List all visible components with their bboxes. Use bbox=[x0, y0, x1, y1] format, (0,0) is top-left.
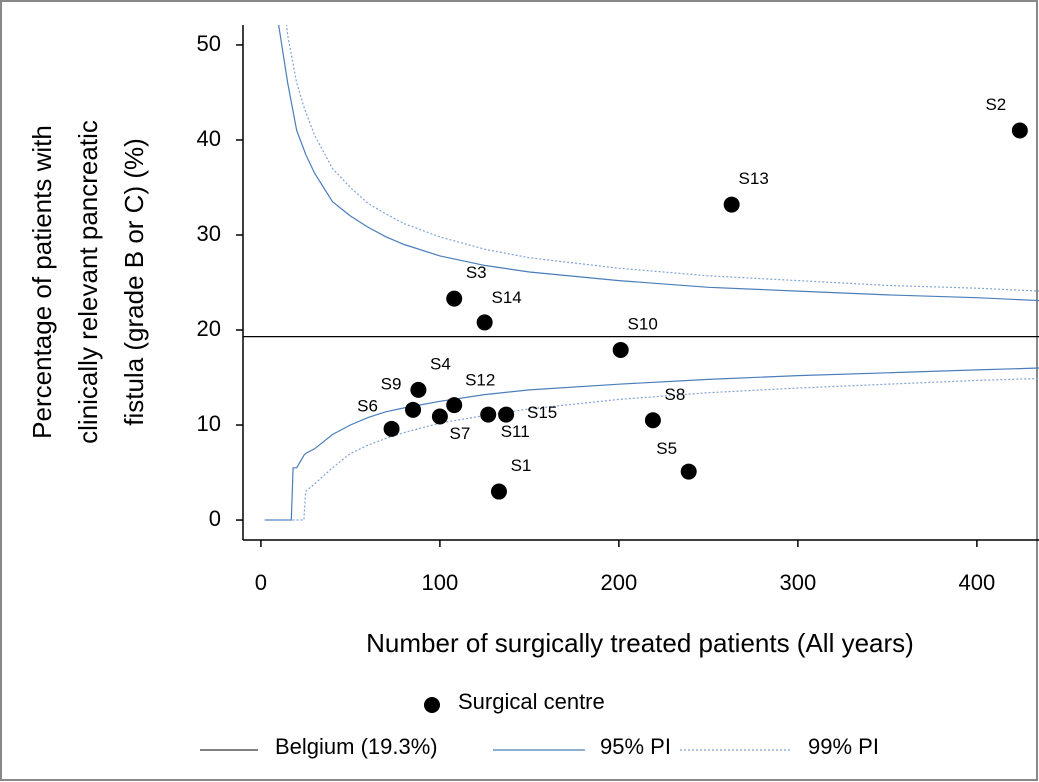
point-label: S13 bbox=[739, 169, 769, 188]
point-label: S9 bbox=[381, 374, 402, 393]
point-label: S7 bbox=[449, 424, 470, 443]
y-axis-title: Percentage of patients with clinically r… bbox=[27, 120, 149, 444]
data-point bbox=[498, 406, 515, 423]
point-label: S11 bbox=[501, 422, 530, 441]
y-tick-label: 50 bbox=[197, 31, 221, 56]
data-point bbox=[644, 412, 661, 429]
y-tick-label: 40 bbox=[197, 126, 221, 151]
data-point bbox=[612, 341, 629, 358]
limit-line bbox=[286, 25, 1039, 292]
data-point bbox=[383, 420, 400, 437]
y-axis-title-line: Percentage of patients with bbox=[27, 125, 57, 439]
point-label: S2 bbox=[985, 95, 1006, 114]
data-point bbox=[446, 290, 463, 307]
legend-label: 99% PI bbox=[808, 734, 879, 759]
point-label: S5 bbox=[656, 439, 677, 458]
legend-label: Surgical centre bbox=[458, 689, 605, 714]
y-tick-label: 30 bbox=[197, 221, 221, 246]
limit-line bbox=[264, 377, 1039, 521]
data-point bbox=[723, 196, 740, 213]
x-tick-label: 0 bbox=[255, 570, 267, 595]
y-tick-label: 20 bbox=[197, 316, 221, 341]
data-point bbox=[405, 401, 422, 418]
point-label: S4 bbox=[430, 354, 451, 373]
data-point bbox=[476, 314, 493, 331]
plot-area bbox=[243, 25, 1039, 521]
point-label: S3 bbox=[466, 263, 487, 282]
point-label: S14 bbox=[492, 288, 522, 307]
y-tick-label: 10 bbox=[197, 411, 221, 436]
point-label: S1 bbox=[511, 456, 532, 475]
limit-line bbox=[278, 25, 1039, 302]
data-point bbox=[680, 463, 697, 480]
point-label: S10 bbox=[628, 314, 658, 333]
legend-label: 95% PI bbox=[600, 734, 671, 759]
data-point bbox=[446, 397, 463, 414]
data-point bbox=[480, 406, 497, 423]
x-axis-title: Number of surgically treated patients (A… bbox=[366, 628, 914, 658]
y-axis-title-line: fistula (grade B or C) (%) bbox=[119, 138, 149, 426]
y-axis-title-line: clinically relevant pancreatic bbox=[73, 120, 103, 444]
x-tick-label: 300 bbox=[780, 570, 817, 595]
x-tick-label: 100 bbox=[422, 570, 459, 595]
limit-line bbox=[264, 367, 1039, 521]
point-label: S15 bbox=[527, 403, 557, 422]
legend-marker bbox=[424, 697, 440, 713]
x-tick-label: 400 bbox=[959, 570, 996, 595]
legend-label: Belgium (19.3%) bbox=[275, 734, 438, 759]
point-label: S12 bbox=[465, 371, 495, 390]
y-tick-label: 0 bbox=[209, 506, 221, 531]
data-point bbox=[1011, 122, 1028, 139]
point-label: S8 bbox=[665, 385, 686, 404]
data-point bbox=[410, 381, 427, 398]
data-point bbox=[431, 408, 448, 425]
x-tick-label: 200 bbox=[601, 570, 638, 595]
point-label: S6 bbox=[357, 396, 378, 415]
data-point bbox=[490, 483, 507, 500]
